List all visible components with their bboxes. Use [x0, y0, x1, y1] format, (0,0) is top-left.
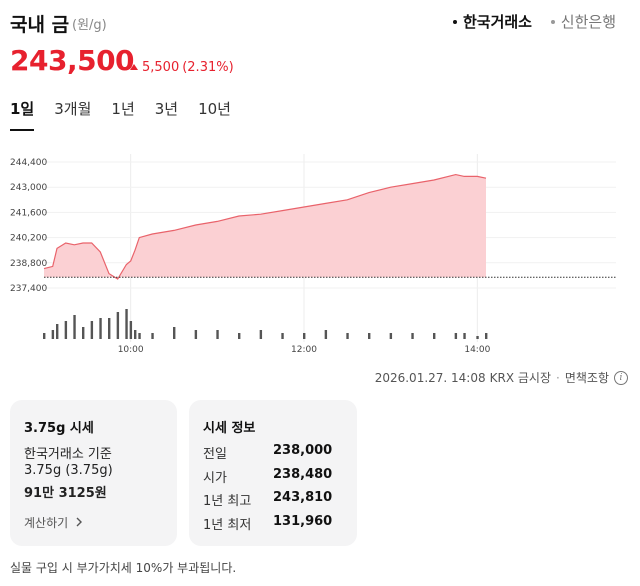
timestamp: 2026.01.27. 14:08 — [374, 370, 486, 385]
change-amount: 5,500 — [142, 60, 180, 75]
vat-footnote: 실물 구입 시 부가가치세 10%가 부과됩니다. — [10, 561, 237, 575]
price-area — [44, 174, 486, 279]
volume-bar — [216, 330, 219, 339]
unit-label: (원/g) — [72, 18, 107, 33]
volume-bar — [411, 333, 414, 339]
info-label: 전일 — [203, 447, 227, 462]
up-triangle-icon — [130, 63, 138, 70]
info-label: 1년 최저 — [203, 518, 252, 533]
info-value: 131,960 — [273, 514, 333, 529]
info-value: 238,000 — [273, 443, 333, 458]
info-icon[interactable]: i — [614, 370, 628, 385]
chevron-right-icon — [76, 517, 82, 527]
info-card-title: 시세 정보 — [203, 421, 256, 436]
y-tick-label: 241,600 — [10, 208, 47, 218]
volume-bar — [433, 333, 436, 339]
info-label: 시가 — [203, 471, 227, 486]
volume-bar — [151, 333, 154, 339]
x-tick-label: 12:00 — [291, 345, 317, 355]
market-name: KRX 금시장 — [489, 371, 551, 385]
volume-bar — [194, 330, 198, 339]
volume-bar — [259, 330, 263, 339]
calc-card-title: 3.75g 시세 — [24, 421, 94, 436]
bullet-icon — [452, 19, 457, 24]
price-line — [43, 173, 487, 280]
current-price: 243,500 — [10, 44, 135, 77]
price-chart[interactable]: 244,400 243,000 241,600 240,200 238,800 237,4… — [0, 140, 640, 360]
x-tick-label: 10:00 — [118, 345, 144, 355]
timestamp-bar: 2026.01.27. 14:08 KRX 금시장 · 면책조항 i — [375, 369, 628, 386]
source-tab-label: 신한은행 — [560, 13, 616, 31]
tab-10y[interactable]: 10년 — [198, 100, 231, 118]
volume-bar — [463, 333, 466, 339]
volume-bar — [281, 333, 284, 339]
volume-bar — [173, 327, 176, 339]
volume-bar — [99, 318, 102, 339]
page-title: 국내 금 — [10, 14, 70, 36]
volume-bar — [476, 336, 479, 339]
tab-1y[interactable]: 1년 — [111, 100, 135, 118]
calc-amount: 91만 3125원 — [24, 486, 107, 501]
volume-bar — [238, 333, 241, 339]
y-tick-label: 243,000 — [10, 183, 47, 193]
disclaimer-link[interactable]: 면책조항 — [564, 371, 609, 385]
volume-bar — [56, 324, 59, 339]
volume-bar — [64, 321, 68, 339]
header: 국내 금 (원/g) 한국거래소 신한은행 — [10, 8, 630, 38]
volume-bar — [51, 330, 55, 339]
source-tab-label: 한국거래소 — [462, 13, 532, 31]
source-tab-shinhan[interactable]: 신한은행 — [550, 11, 616, 32]
info-card: 시세 정보 전일 238,000 시가 238,480 1년 최고 243,81… — [189, 400, 357, 546]
x-tick-label: 14:00 — [464, 345, 490, 355]
change-percent: (2.31%) — [182, 60, 234, 75]
volume-bar — [43, 333, 46, 339]
volume-bar — [346, 333, 349, 339]
volume-bar — [368, 333, 371, 339]
tab-3m[interactable]: 3개월 — [54, 100, 92, 118]
separator: · — [556, 370, 560, 385]
tab-1d[interactable]: 1일 — [10, 98, 35, 131]
price-change: 5,500 (2.31%) — [130, 60, 234, 75]
bullet-icon — [550, 19, 555, 24]
calc-basis: 한국거래소 기준 — [24, 447, 112, 462]
y-tick-label: 244,400 — [10, 158, 47, 168]
source-tab-krx[interactable]: 한국거래소 — [452, 11, 532, 32]
calculate-link-label: 계산하기 — [24, 516, 69, 530]
volume-bar — [116, 312, 120, 339]
volume-bar — [324, 330, 328, 339]
info-label: 1년 최고 — [203, 494, 252, 509]
calculate-link[interactable]: 계산하기 — [24, 514, 83, 531]
volume-bar — [454, 333, 458, 339]
y-tick-label: 240,200 — [10, 234, 47, 244]
volume-bar — [73, 315, 76, 339]
tab-3y[interactable]: 3년 — [154, 100, 179, 118]
volume-bar — [138, 333, 141, 339]
y-tick-label: 238,800 — [10, 259, 47, 269]
y-tick-label: 237,400 — [10, 284, 47, 294]
volume-bar — [108, 318, 111, 339]
volume-bar — [134, 330, 137, 339]
volume-bar — [303, 333, 306, 339]
volume-bar — [125, 309, 128, 339]
volume-bar — [90, 321, 94, 339]
info-value: 243,810 — [273, 490, 333, 505]
calc-card: 3.75g 시세 한국거래소 기준 3.75g (3.75g) 91만 3125… — [10, 400, 177, 546]
calc-weight: 3.75g (3.75g) — [24, 463, 113, 478]
period-tabs: 1일 3개월 1년 3년 10년 — [10, 98, 251, 131]
volume-bar — [485, 333, 488, 339]
volume-bar — [389, 333, 393, 339]
info-value: 238,480 — [273, 467, 333, 482]
volume-bar — [82, 327, 85, 339]
volume-bar — [129, 321, 133, 339]
